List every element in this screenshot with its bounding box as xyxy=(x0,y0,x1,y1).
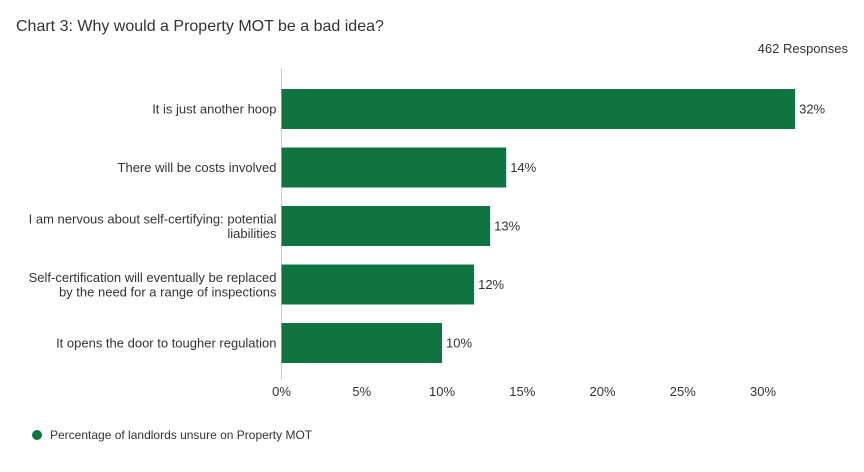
category-label: I am nervous about self-certifying: pote… xyxy=(29,211,277,226)
response-count: 462 Responses xyxy=(757,41,848,56)
legend-swatch xyxy=(32,430,42,440)
category-label: It is just another hoop xyxy=(152,102,276,117)
category-label: It opens the door to tougher regulation xyxy=(56,336,276,351)
data-label: 10% xyxy=(446,336,472,351)
bar[interactable] xyxy=(281,147,507,188)
x-tick-label: 20% xyxy=(589,384,615,399)
x-tick-label: 10% xyxy=(429,384,455,399)
x-tick-label: 5% xyxy=(352,384,371,399)
data-label: 13% xyxy=(494,219,520,234)
legend[interactable]: Percentage of landlords unsure on Proper… xyxy=(32,428,312,442)
bar-chart: 32% It is just another hoop 14% There will … xyxy=(29,68,826,399)
category-label: by the need for a range of inspections xyxy=(59,284,277,299)
bar[interactable] xyxy=(281,323,443,363)
legend-label: Percentage of landlords unsure on Proper… xyxy=(50,428,313,442)
category-label: Self-certification will eventually be re… xyxy=(29,270,277,285)
category-label: There will be costs involved xyxy=(118,160,277,175)
x-tick-label: 25% xyxy=(670,384,696,399)
category-label: liabilities xyxy=(227,226,277,241)
chart-title: Chart 3: Why would a Property MOT be a b… xyxy=(16,18,384,35)
data-label: 14% xyxy=(510,160,536,175)
x-tick-label: 30% xyxy=(750,384,776,399)
x-tick-label: 15% xyxy=(509,384,535,399)
x-tick-label: 0% xyxy=(272,384,291,399)
data-label: 32% xyxy=(799,102,825,117)
bar[interactable] xyxy=(281,206,491,246)
bar[interactable] xyxy=(281,264,475,305)
data-label: 12% xyxy=(478,277,504,292)
bar[interactable] xyxy=(281,89,796,129)
